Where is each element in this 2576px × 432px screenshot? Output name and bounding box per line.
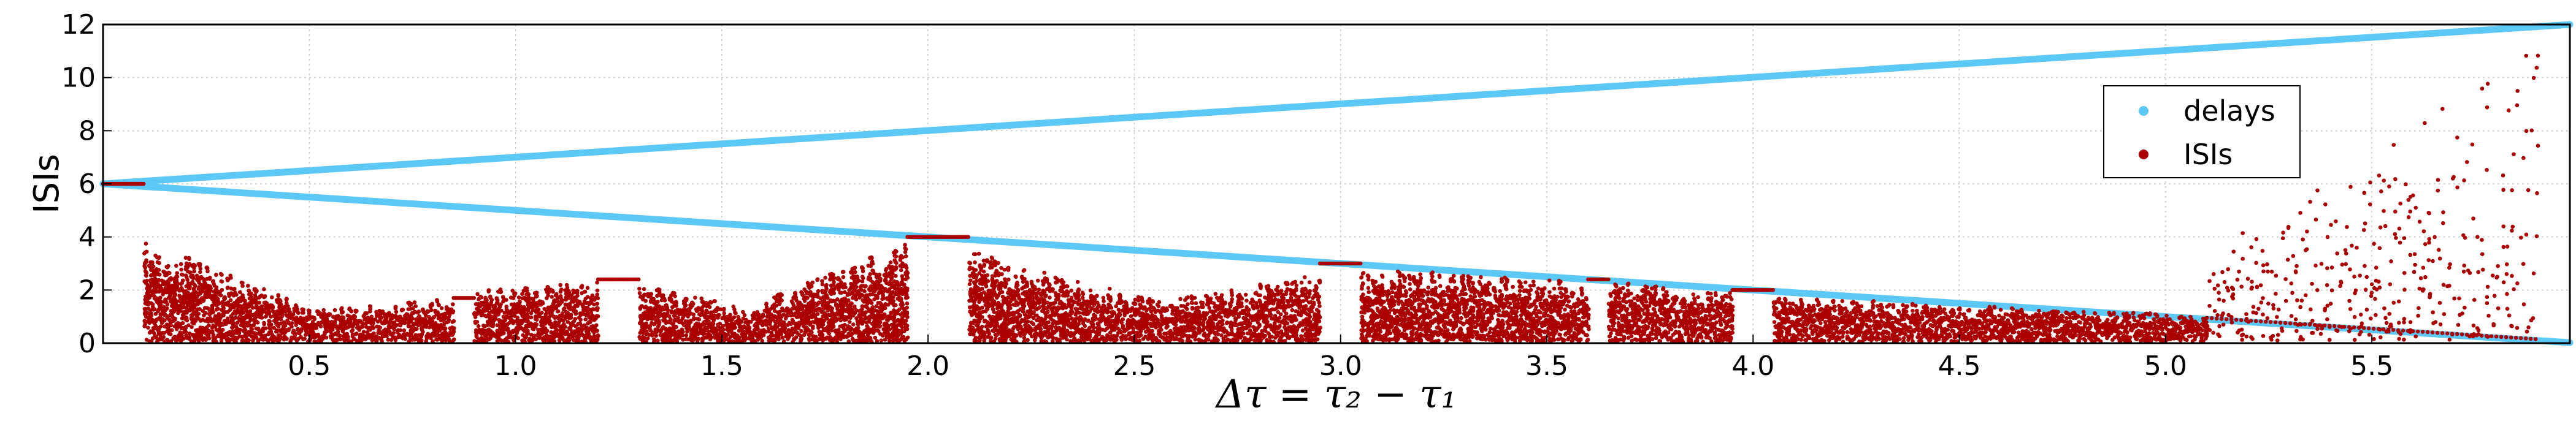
y-tick-label: 6 bbox=[79, 169, 96, 200]
y-tick-label: 4 bbox=[79, 222, 96, 253]
x-tick-label: 5.5 bbox=[2350, 351, 2393, 382]
x-tick-label: 5.0 bbox=[2144, 351, 2187, 382]
x-tick-label: 1.0 bbox=[494, 351, 537, 382]
y-tick-label: 2 bbox=[79, 275, 96, 306]
y-ticks: 0 2 4 6 8 10 12 bbox=[61, 9, 112, 359]
legend-box bbox=[2103, 85, 2301, 178]
x-tick-label: 4.5 bbox=[1938, 351, 1981, 382]
legend: delays ISIs bbox=[2103, 85, 2301, 178]
x-tick-label: 4.0 bbox=[1731, 351, 1774, 382]
legend-marker-isis bbox=[2139, 150, 2149, 159]
x-tick-label: 3.5 bbox=[1525, 351, 1568, 382]
y-tick-label: 0 bbox=[79, 328, 96, 359]
x-tick-label: 3.0 bbox=[1319, 351, 1362, 382]
x-tick-label: 2.5 bbox=[1113, 351, 1156, 382]
grid bbox=[103, 24, 2570, 344]
y-tick-label: 8 bbox=[79, 115, 96, 146]
y-tick-label: 10 bbox=[61, 63, 96, 94]
y-tick-label: 12 bbox=[61, 9, 96, 40]
x-tick-label: 2.0 bbox=[907, 351, 949, 382]
delay-line bbox=[99, 21, 2574, 188]
y-axis-label: ISIs bbox=[27, 154, 67, 214]
legend-marker-delays bbox=[2139, 106, 2149, 116]
legend-label-isis: ISIs bbox=[2183, 138, 2233, 171]
x-ticks: 0.5 1.0 1.5 2.0 2.5 3.0 3.5 4.0 4.5 5.0 5.5 bbox=[288, 335, 2393, 382]
x-axis-label: Δτ = τ₂ − τ₁ bbox=[1214, 372, 1457, 417]
x-tick-label: 1.5 bbox=[700, 351, 743, 382]
legend-label-delays: delays bbox=[2183, 94, 2275, 127]
x-tick-label: 0.5 bbox=[288, 351, 331, 382]
